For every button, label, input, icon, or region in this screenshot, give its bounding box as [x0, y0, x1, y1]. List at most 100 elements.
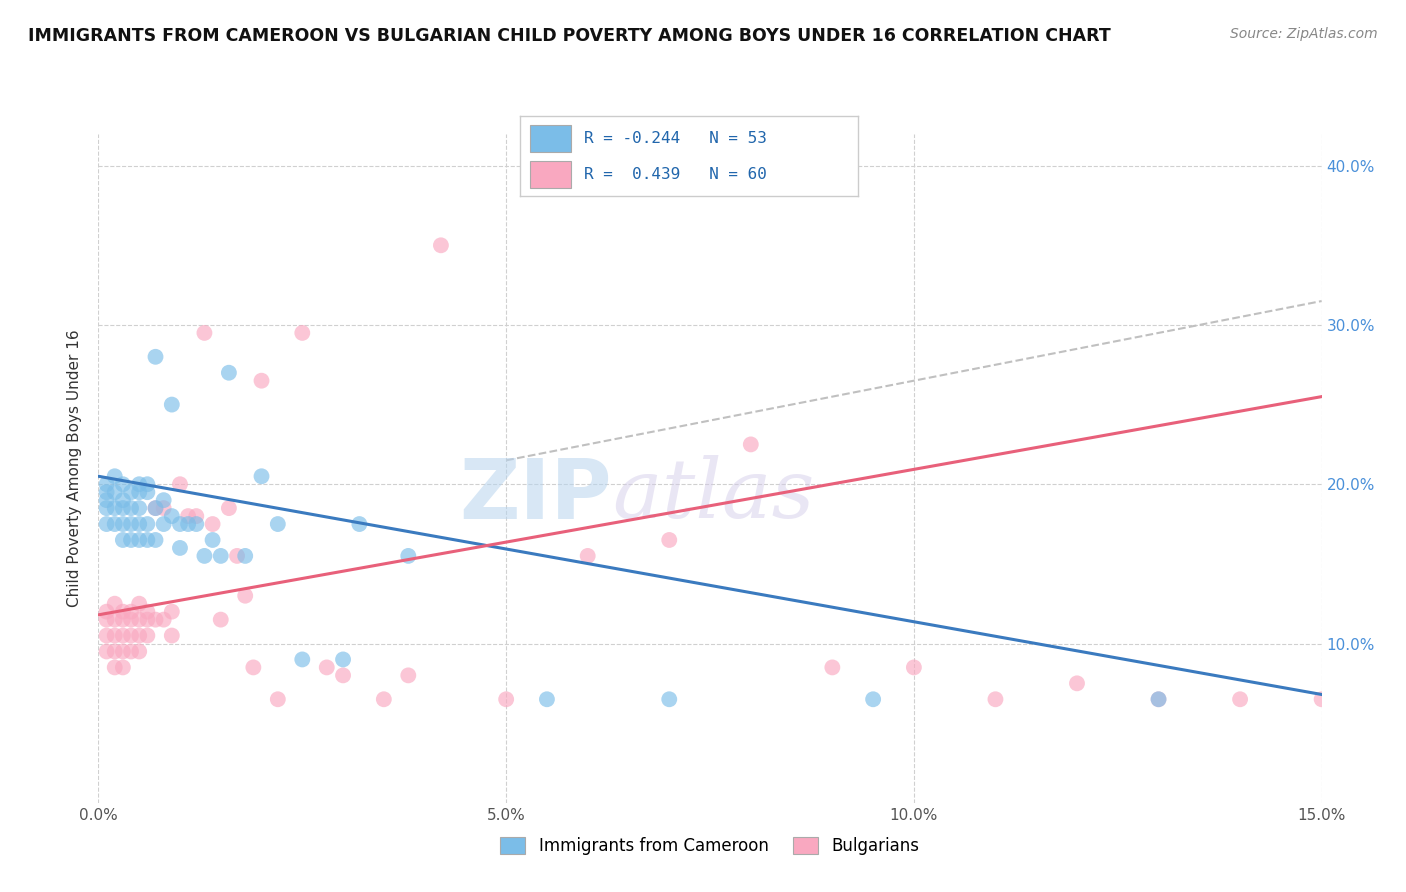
- Point: [332, 668, 354, 682]
- Point: [145, 350, 167, 364]
- Point: [250, 374, 273, 388]
- Point: [740, 437, 762, 451]
- Point: [658, 692, 681, 706]
- Point: [104, 517, 127, 532]
- Text: Source: ZipAtlas.com: Source: ZipAtlas.com: [1230, 27, 1378, 41]
- Point: [160, 509, 183, 524]
- Point: [104, 628, 127, 642]
- Point: [128, 597, 150, 611]
- Point: [1066, 676, 1088, 690]
- Point: [128, 628, 150, 642]
- Point: [536, 692, 558, 706]
- Text: IMMIGRANTS FROM CAMEROON VS BULGARIAN CHILD POVERTY AMONG BOYS UNDER 16 CORRELAT: IMMIGRANTS FROM CAMEROON VS BULGARIAN CH…: [28, 27, 1111, 45]
- Point: [120, 533, 142, 547]
- Point: [128, 644, 150, 658]
- Point: [136, 517, 159, 532]
- Point: [218, 366, 240, 380]
- Point: [186, 517, 208, 532]
- Point: [250, 469, 273, 483]
- Point: [984, 692, 1007, 706]
- Point: [233, 549, 256, 563]
- Point: [96, 485, 118, 500]
- Point: [136, 605, 159, 619]
- Point: [169, 541, 191, 555]
- Point: [120, 628, 142, 642]
- Point: [193, 549, 215, 563]
- Point: [120, 501, 142, 516]
- Point: [226, 549, 249, 563]
- Point: [267, 692, 290, 706]
- Point: [96, 644, 118, 658]
- Point: [120, 613, 142, 627]
- Point: [111, 533, 134, 547]
- Point: [104, 501, 127, 516]
- Point: [332, 652, 354, 666]
- Point: [1147, 692, 1170, 706]
- Point: [128, 517, 150, 532]
- Text: R =  0.439   N = 60: R = 0.439 N = 60: [585, 167, 768, 182]
- Point: [96, 501, 118, 516]
- Point: [349, 517, 371, 532]
- Point: [104, 597, 127, 611]
- Point: [396, 668, 419, 682]
- Point: [152, 501, 174, 516]
- Point: [104, 613, 127, 627]
- Point: [136, 613, 159, 627]
- Point: [1147, 692, 1170, 706]
- Point: [104, 644, 127, 658]
- Point: [152, 493, 174, 508]
- Point: [120, 605, 142, 619]
- FancyBboxPatch shape: [530, 161, 571, 188]
- Point: [193, 326, 215, 340]
- Point: [152, 517, 174, 532]
- Point: [373, 692, 395, 706]
- Y-axis label: Child Poverty Among Boys Under 16: Child Poverty Among Boys Under 16: [67, 329, 83, 607]
- Point: [396, 549, 419, 563]
- Point: [177, 517, 200, 532]
- Point: [160, 628, 183, 642]
- Point: [315, 660, 337, 674]
- Point: [111, 517, 134, 532]
- Point: [136, 477, 159, 491]
- Point: [267, 517, 290, 532]
- Point: [242, 660, 264, 674]
- Point: [218, 501, 240, 516]
- Point: [128, 533, 150, 547]
- Point: [145, 501, 167, 516]
- Point: [136, 533, 159, 547]
- Point: [96, 628, 118, 642]
- Point: [576, 549, 599, 563]
- Point: [495, 692, 517, 706]
- Point: [96, 477, 118, 491]
- Point: [128, 485, 150, 500]
- Point: [111, 644, 134, 658]
- Point: [111, 501, 134, 516]
- Point: [128, 501, 150, 516]
- Legend: Immigrants from Cameroon, Bulgarians: Immigrants from Cameroon, Bulgarians: [494, 830, 927, 862]
- Point: [136, 628, 159, 642]
- Text: atlas: atlas: [612, 455, 814, 535]
- Point: [145, 533, 167, 547]
- Point: [233, 589, 256, 603]
- Point: [96, 517, 118, 532]
- Point: [169, 517, 191, 532]
- Point: [96, 605, 118, 619]
- FancyBboxPatch shape: [530, 125, 571, 152]
- Point: [111, 628, 134, 642]
- Point: [1229, 692, 1251, 706]
- Point: [821, 660, 844, 674]
- Point: [120, 644, 142, 658]
- Point: [128, 477, 150, 491]
- Point: [160, 605, 183, 619]
- Point: [1310, 692, 1333, 706]
- Point: [120, 517, 142, 532]
- Point: [658, 533, 681, 547]
- Point: [291, 326, 314, 340]
- Point: [111, 493, 134, 508]
- Point: [169, 477, 191, 491]
- Point: [145, 501, 167, 516]
- Point: [104, 660, 127, 674]
- Point: [128, 613, 150, 627]
- Point: [186, 509, 208, 524]
- Point: [209, 613, 232, 627]
